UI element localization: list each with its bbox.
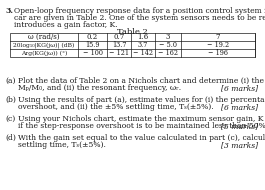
Text: 13.7: 13.7 xyxy=(112,41,126,49)
Text: With the gain set equal to the value calculated in part (c), calculate the    ne: With the gain set equal to the value cal… xyxy=(18,134,265,142)
Text: 0.7: 0.7 xyxy=(113,33,125,41)
Text: − 121: − 121 xyxy=(109,49,129,57)
Text: ω (rad/s): ω (rad/s) xyxy=(28,33,60,41)
Text: (c): (c) xyxy=(5,115,15,123)
Text: 0.2: 0.2 xyxy=(87,33,98,41)
Text: overshoot, and (ii) the ±5% settling time, Tₛ(±5%).: overshoot, and (ii) the ±5% settling tim… xyxy=(18,103,214,111)
Text: 1.6: 1.6 xyxy=(137,33,149,41)
Text: 3.: 3. xyxy=(5,7,13,15)
Text: − 19.2: − 19.2 xyxy=(207,41,229,49)
Text: − 142: − 142 xyxy=(133,49,153,57)
Text: if the step-response overshoot is to be maintained less than 50%.: if the step-response overshoot is to be … xyxy=(18,122,265,130)
Text: Using the results of part (a), estimate values for (i) the percentage step respo: Using the results of part (a), estimate … xyxy=(18,96,265,104)
Text: Table 2: Table 2 xyxy=(117,28,147,36)
Text: [6 marks]: [6 marks] xyxy=(221,103,258,111)
Text: car are given in Table 2. One of the system sensors needs to be replaced with on: car are given in Table 2. One of the sys… xyxy=(14,14,265,22)
Text: (a): (a) xyxy=(5,77,15,85)
Text: (d): (d) xyxy=(5,134,16,142)
Text: (b): (b) xyxy=(5,96,16,104)
Text: Mₚ/M₀, and (ii) the resonant frequency, ωᵣ.: Mₚ/M₀, and (ii) the resonant frequency, … xyxy=(18,84,181,92)
Text: 20log₁₀|KG(jω)| (dB): 20log₁₀|KG(jω)| (dB) xyxy=(13,42,75,48)
Text: 3: 3 xyxy=(166,33,170,41)
Text: − 5.0: − 5.0 xyxy=(159,41,177,49)
Text: [5 marks]: [5 marks] xyxy=(221,122,258,130)
Text: Using your Nichols chart, estimate the maximum sensor gain, K that can be tolera: Using your Nichols chart, estimate the m… xyxy=(18,115,265,123)
Text: settling time, Tₛ(±5%).: settling time, Tₛ(±5%). xyxy=(18,141,106,149)
Text: Arg(KG(jω)) (°): Arg(KG(jω)) (°) xyxy=(21,50,67,56)
Text: 3.7: 3.7 xyxy=(138,41,148,49)
Bar xyxy=(10,33,255,57)
Text: 7: 7 xyxy=(216,33,220,41)
Text: − 162: − 162 xyxy=(158,49,178,57)
Text: Open-loop frequency response data for a position control system in an autonomous: Open-loop frequency response data for a … xyxy=(14,7,265,15)
Text: − 196: − 196 xyxy=(208,49,228,57)
Text: − 100: − 100 xyxy=(82,49,103,57)
Text: [3 marks]: [3 marks] xyxy=(221,141,258,149)
Text: [6 marks]: [6 marks] xyxy=(221,84,258,92)
Text: Plot the data of Table 2 on a Nichols chart and determine (i) the resonant peak : Plot the data of Table 2 on a Nichols ch… xyxy=(18,77,265,85)
Text: introduces a gain factor, K.: introduces a gain factor, K. xyxy=(14,21,118,29)
Text: 15.9: 15.9 xyxy=(85,41,100,49)
